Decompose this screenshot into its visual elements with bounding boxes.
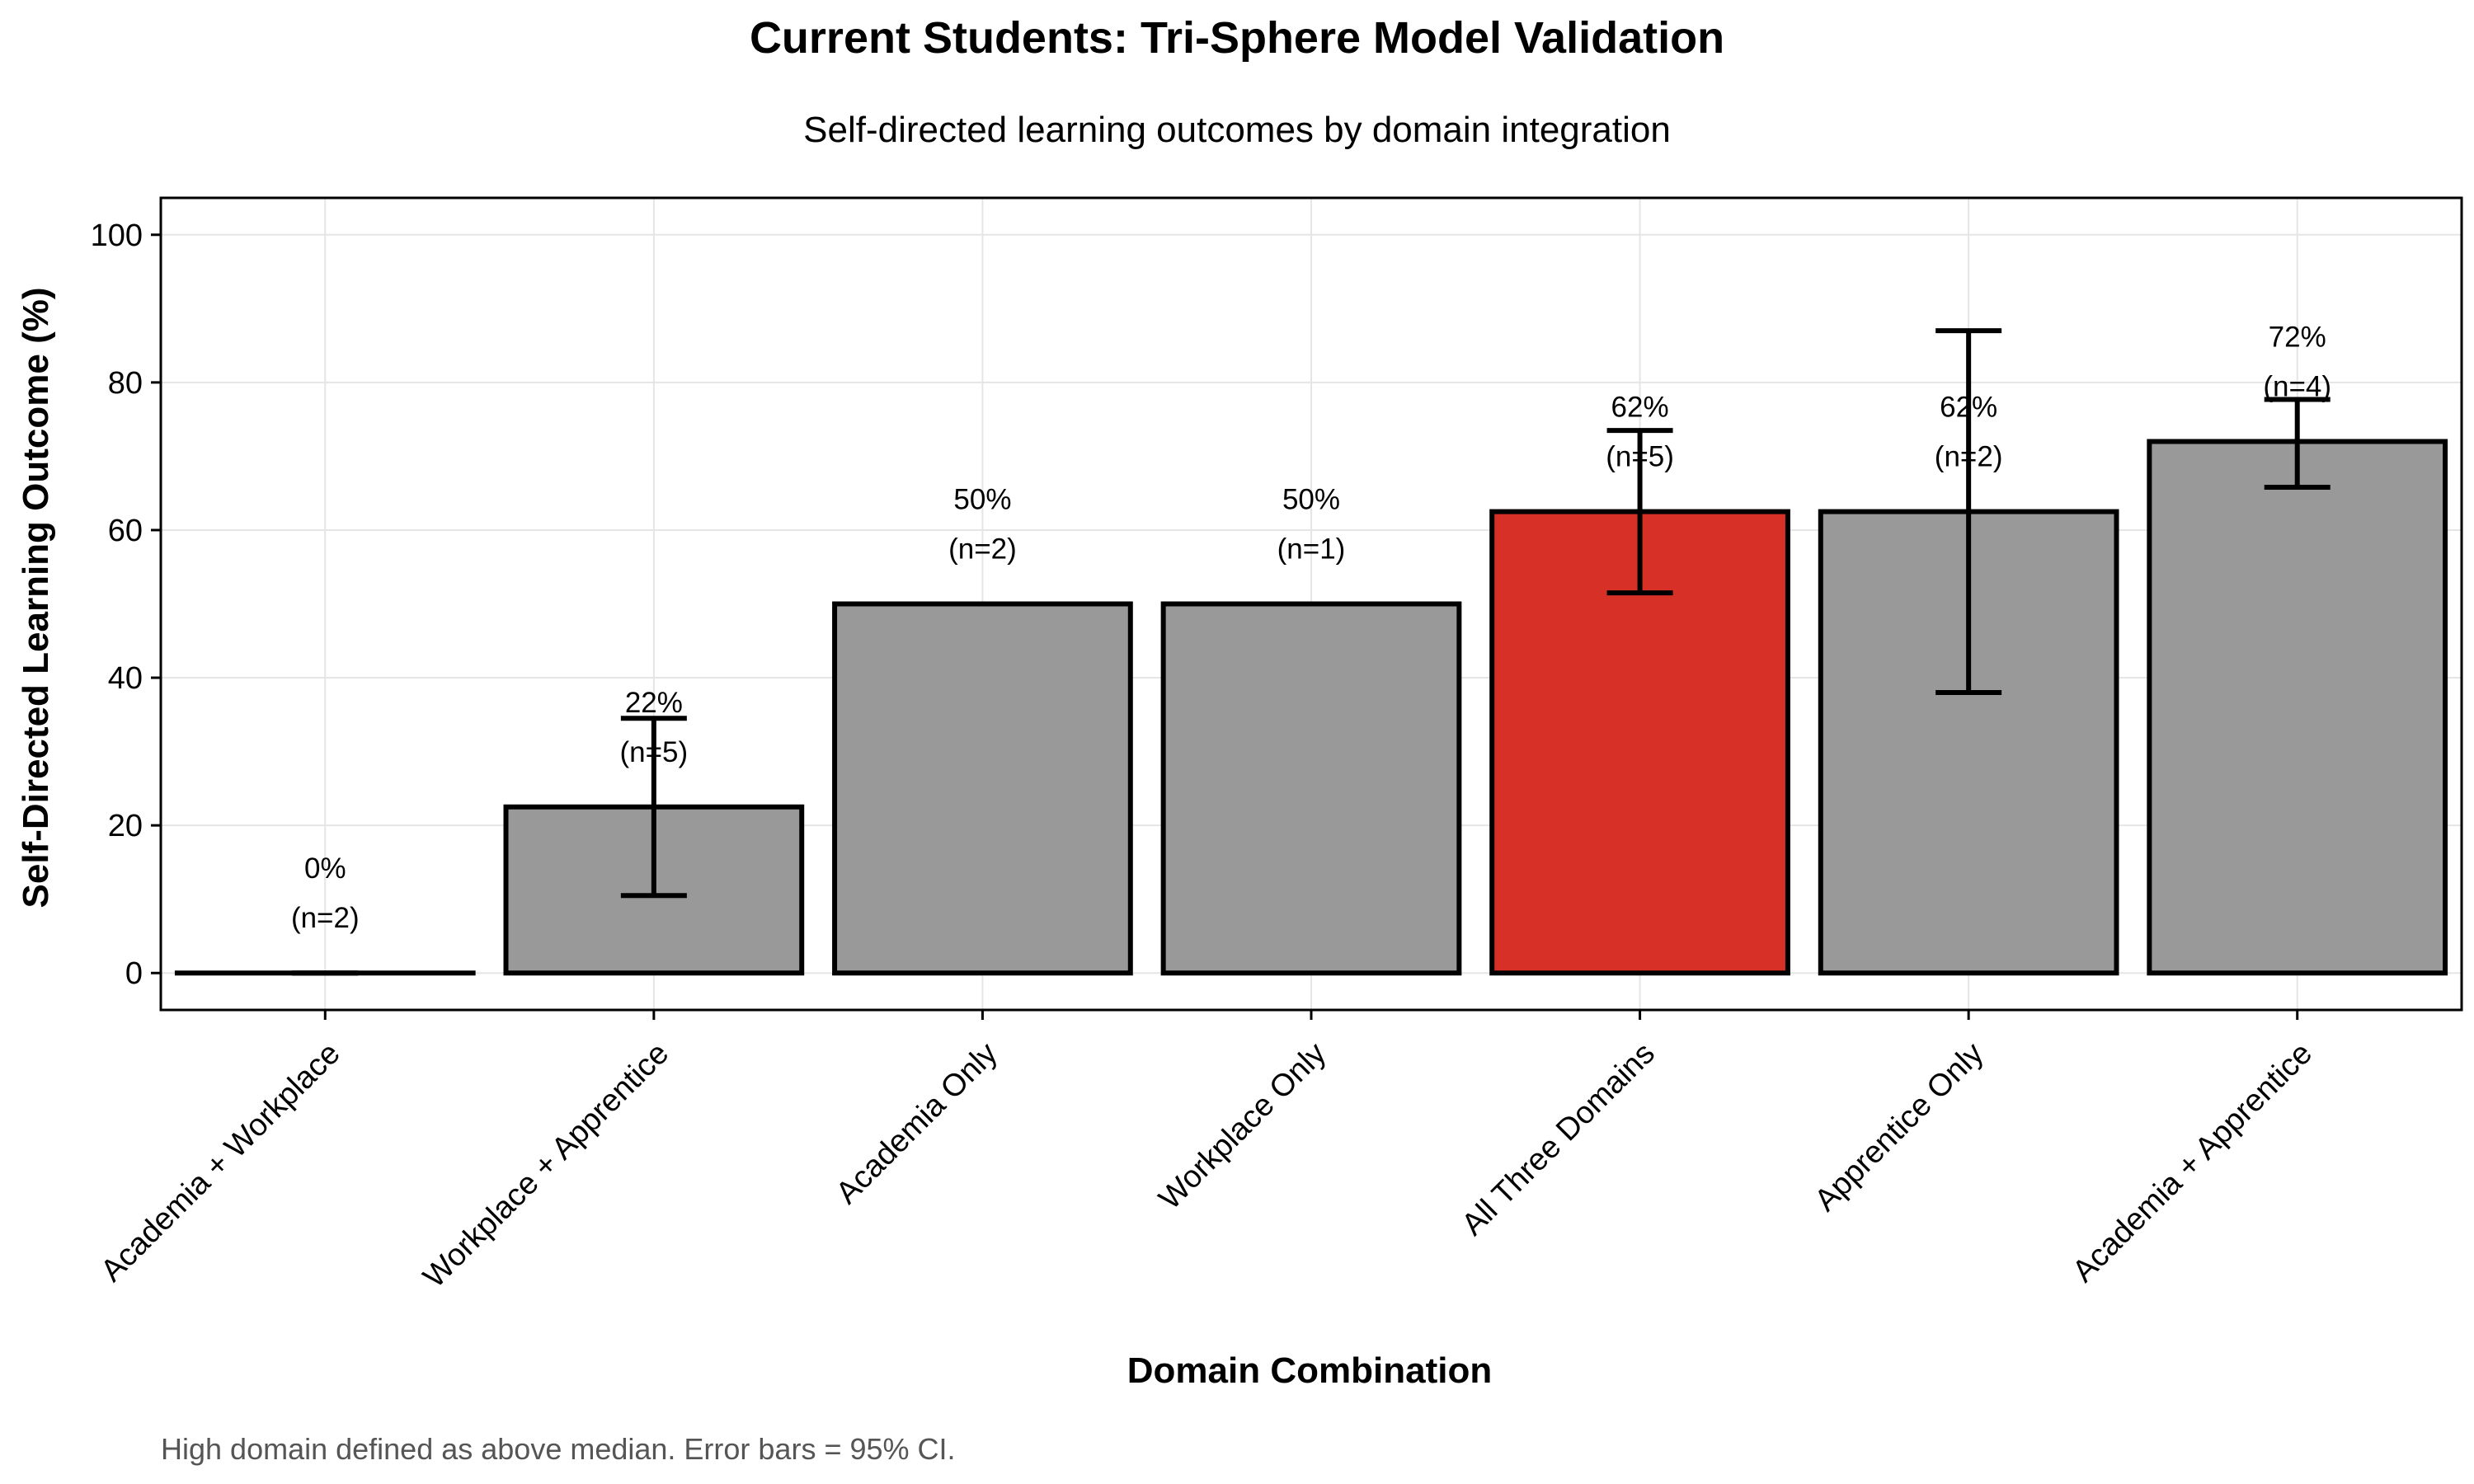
error-bar (620, 716, 687, 899)
x-tick-label: Academia + Apprentice (2066, 1036, 2319, 1289)
error-bar (1606, 428, 1673, 596)
y-axis-ticks: 0 20 40 60 80 100 (91, 218, 161, 991)
bar (2147, 439, 2448, 976)
error-bar (1935, 328, 2002, 695)
y-tick-label: 0 (125, 956, 143, 991)
bar-n-label: (n=2) (1935, 441, 2003, 473)
y-tick-label: 80 (108, 366, 143, 401)
bar-n-label: (n=2) (948, 533, 1017, 566)
bar-value-label: 72% (2269, 322, 2326, 354)
chart-caption: High domain defined as above median. Err… (161, 1432, 956, 1466)
bar-value-label: 22% (625, 687, 683, 719)
bar (1160, 601, 1462, 976)
x-tick-label: Academia + Workplace (94, 1036, 346, 1289)
x-tick-label: Academia Only (830, 1036, 1004, 1211)
bar-labels: 0% (n=2) 22% (n=5) 50% (n=2) 50% (n=1) 62% (n=5) 6… (291, 322, 2331, 935)
x-axis-label: Domain Combination (1127, 1350, 1492, 1391)
x-tick-label: Workplace Only (1153, 1036, 1333, 1217)
bar-n-label: (n=5) (1606, 441, 1674, 473)
chart-subtitle: Self-directed learning outcomes by domai… (803, 110, 1671, 150)
x-tick-label: All Three Domains (1456, 1036, 1662, 1242)
bar-value-label: 62% (1940, 392, 1997, 424)
x-axis-ticks: Academia + Workplace Workplace + Apprenti… (94, 1010, 2319, 1294)
y-tick-label: 60 (108, 514, 143, 548)
bar-n-label: (n=2) (291, 902, 360, 934)
error-bar (2264, 397, 2331, 491)
bar-value-label: 50% (1282, 484, 1340, 516)
bar-value-label: 50% (953, 484, 1011, 516)
bar-value-label: 62% (1611, 392, 1669, 424)
y-tick-label: 20 (108, 809, 143, 843)
bar-n-label: (n=5) (620, 736, 689, 768)
bar-value-label: 0% (304, 852, 346, 885)
error-bars (292, 328, 2331, 976)
y-tick-label: 40 (108, 661, 143, 696)
x-tick-label: Apprentice Only (1808, 1036, 1991, 1219)
y-tick-label: 100 (91, 218, 143, 253)
chart-title: Current Students: Tri-Sphere Model Valid… (750, 13, 1724, 63)
y-axis-label: Self-Directed Learning Outcome (%) (16, 287, 56, 908)
bar-n-label: (n=4) (2263, 371, 2331, 403)
bar (832, 601, 1133, 976)
bar-n-label: (n=1) (1277, 533, 1346, 566)
x-tick-label: Workplace + Apprentice (416, 1036, 675, 1295)
